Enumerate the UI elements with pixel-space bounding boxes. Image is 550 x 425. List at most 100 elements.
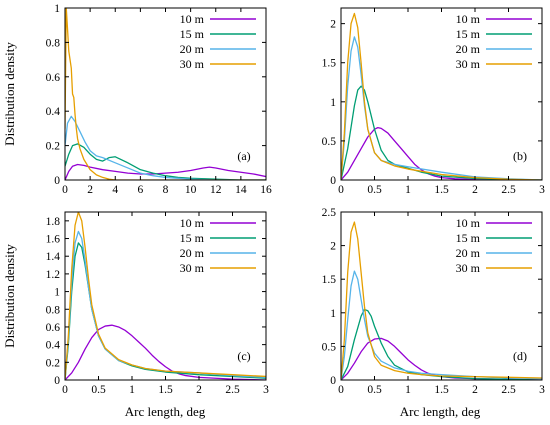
legend-label: 20 m	[180, 246, 205, 260]
series-line-10m	[341, 126, 542, 180]
x-tick-label: 0.5	[367, 384, 382, 396]
y-tick-label: 0	[330, 175, 336, 187]
x-tick-label: 1	[405, 184, 411, 196]
x-tick-label: 2.5	[501, 184, 516, 196]
plot-frame	[64, 211, 267, 381]
x-tick-label: 0	[62, 384, 68, 396]
legend-label: 15 m	[456, 231, 481, 245]
legend-label: 10 m	[456, 216, 481, 230]
y-tick-label: 0	[54, 375, 60, 387]
series-line-10m	[65, 163, 266, 180]
legend-label: 10 m	[180, 12, 205, 26]
x-tick-label: 12	[210, 184, 222, 196]
chart-panel-3: 0 0.5 1 1.5 2 2.5 3 0 0.2 0.4 0.6 0.8 1 1.2 1.4 1.6 1.8 1…	[46, 211, 269, 396]
y-tick-label: 0.4	[46, 340, 61, 352]
y-tick-label: 0.8	[46, 37, 61, 49]
legend-label: 15 m	[456, 27, 481, 41]
x-tick-label: 2	[472, 384, 478, 396]
x-tick-label: 16	[260, 184, 272, 196]
series-line-30m	[341, 221, 542, 380]
x-tick-label: 8	[163, 184, 169, 196]
legend-label: 20 m	[456, 42, 481, 56]
x-tick-label: 2	[87, 184, 93, 196]
series-line-20m	[65, 115, 266, 180]
y-tick-label: 1	[54, 3, 60, 15]
panel-label: (d)	[513, 349, 527, 363]
x-tick-label: 1	[129, 384, 135, 396]
series-line-15m	[341, 85, 542, 180]
panel-label: (c)	[237, 349, 250, 363]
series-line-15m	[65, 242, 266, 380]
y-axis-label-top: Distribution density	[2, 42, 17, 146]
x-tick-label: 0	[62, 184, 68, 196]
legend-label: 10 m	[456, 12, 481, 26]
x-tick-label: 1.5	[434, 184, 449, 196]
legend-label: 20 m	[456, 246, 481, 260]
x-tick-label: 3	[263, 384, 269, 396]
x-tick-label: 2.5	[501, 384, 516, 396]
x-tick-label: 0.5	[367, 184, 382, 196]
y-tick-label: 1.4	[46, 251, 61, 263]
x-tick-label: 10	[185, 184, 197, 196]
y-tick-label: 2.5	[322, 207, 337, 219]
x-tick-label: 1.5	[434, 384, 449, 396]
panel-label: (a)	[237, 149, 250, 163]
y-tick-label: 1.2	[46, 269, 61, 281]
y-tick-label: 0.6	[46, 322, 61, 334]
x-tick-label: 1	[405, 384, 411, 396]
x-tick-label: 0.5	[91, 384, 106, 396]
plot-frame	[340, 211, 543, 381]
x-tick-label: 2	[472, 184, 478, 196]
y-tick-label: 0.6	[46, 72, 61, 84]
x-tick-label: 6	[138, 184, 144, 196]
chart-panel-2: 0 0.5 1 1.5 2 2.5 3 0 0.5 1 1.5 2 10 m15 m20 m30 m (b…	[322, 7, 545, 196]
y-tick-label: 1.5	[322, 274, 337, 286]
series-line-15m	[341, 308, 542, 380]
legend-label: 30 m	[456, 261, 481, 275]
y-tick-label: 0.8	[46, 304, 61, 316]
legend-label: 30 m	[180, 57, 205, 71]
y-axis-label-bottom: Distribution density	[2, 244, 17, 348]
series-line-20m	[341, 36, 542, 180]
x-tick-label: 0	[338, 384, 344, 396]
series-line-10m	[65, 324, 266, 380]
legend-label: 30 m	[456, 57, 481, 71]
chart-panel-1: 0 2 4 6 8 10 12 14 16 0 0.2 0.4 0.6 0.8 1 10 m15 m20 m3…	[46, 3, 272, 196]
y-tick-label: 1.6	[46, 234, 61, 246]
panel-label: (b)	[513, 149, 527, 163]
y-tick-label: 0.2	[46, 357, 61, 369]
y-tick-label: 1	[330, 97, 336, 109]
y-tick-label: 1.5	[322, 58, 337, 70]
x-axis-label-right: Arc length, deg	[400, 404, 481, 419]
series-line-20m	[341, 270, 542, 380]
x-tick-label: 1.5	[158, 384, 173, 396]
y-tick-label: 0	[54, 175, 60, 187]
series-line-30m	[65, 8, 266, 180]
y-tick-label: 1	[330, 308, 336, 320]
series-line-30m	[65, 212, 266, 380]
y-tick-label: 0	[330, 375, 336, 387]
series-line-30m	[341, 12, 542, 180]
y-tick-label: 0.4	[46, 106, 61, 118]
chart-panel-4: 0 0.5 1 1.5 2 2.5 3 0 0.5 1 1.5 2 2.5 10 m15 m20 m30 …	[322, 207, 546, 396]
legend-label: 10 m	[180, 216, 205, 230]
x-axis-label-left: Arc length, deg	[125, 404, 206, 419]
y-tick-label: 0.2	[46, 141, 61, 153]
x-tick-label: 3	[539, 384, 545, 396]
y-tick-label: 0.5	[322, 341, 337, 353]
x-tick-label: 3	[539, 184, 545, 196]
legend-label: 15 m	[180, 231, 205, 245]
x-tick-label: 0	[338, 184, 344, 196]
legend-label: 20 m	[180, 42, 205, 56]
y-tick-label: 1.8	[46, 216, 61, 228]
y-tick-label: 0.5	[322, 136, 337, 148]
x-tick-label: 4	[112, 184, 118, 196]
y-tick-label: 1	[54, 287, 60, 299]
x-tick-label: 2.5	[225, 384, 240, 396]
x-tick-label: 2	[196, 384, 202, 396]
legend-label: 15 m	[180, 27, 205, 41]
legend-label: 30 m	[180, 261, 205, 275]
y-tick-label: 2	[330, 241, 336, 253]
